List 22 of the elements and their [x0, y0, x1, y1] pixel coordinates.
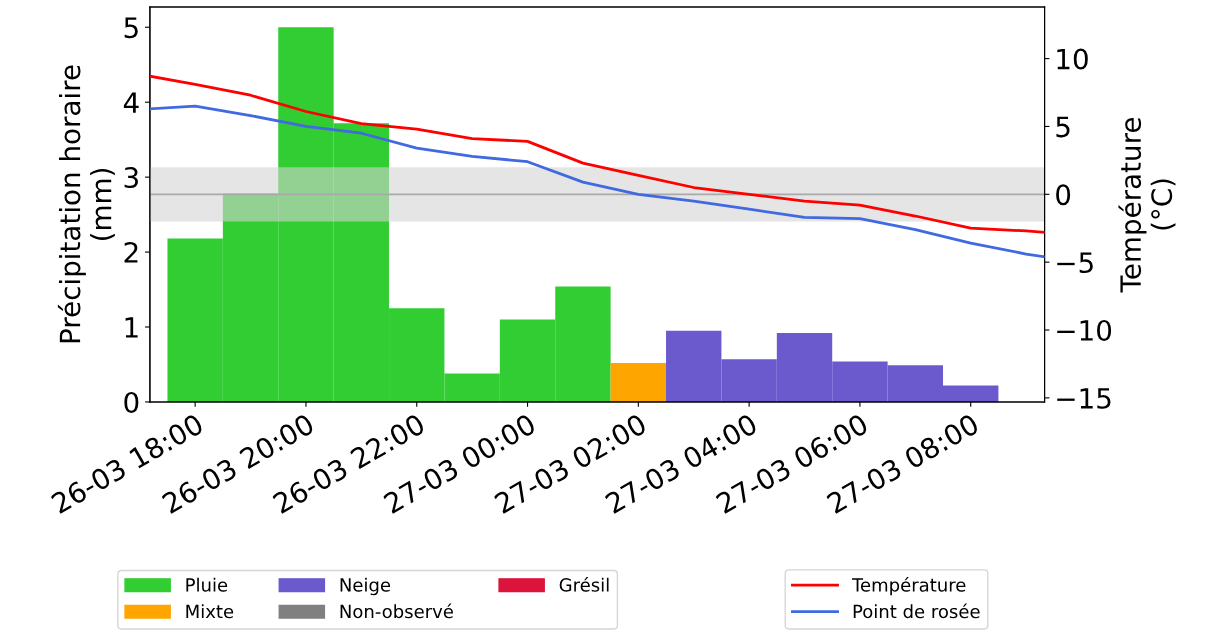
y-tick-label: 4: [123, 92, 139, 113]
y2-tick-label: 5: [1056, 116, 1070, 138]
bar: [610, 362, 667, 402]
legend-label: Neige: [340, 577, 391, 596]
legend-label: Température: [851, 577, 966, 596]
legend-label: Point de rosée: [853, 603, 980, 619]
y-tick-label: 5: [124, 17, 138, 39]
y2-tick-label: 0: [1056, 184, 1071, 206]
y-tick-label: 0: [124, 391, 139, 413]
y2-tick-label: −10: [1057, 319, 1112, 341]
y2-tick-label: 10: [1057, 48, 1088, 70]
y-tick-label: 2: [124, 242, 138, 263]
legend-label: Pluie: [186, 577, 228, 592]
legend-label: Non-observé: [340, 603, 453, 619]
y2-tick-label: −15: [1057, 388, 1111, 409]
legend-label: Grésil: [559, 577, 609, 592]
y-axis-title: Précipitation horaire (mm): [57, 65, 115, 343]
legend-label: Mixte: [186, 604, 234, 619]
y2-axis-title: Température (°C): [1118, 117, 1176, 293]
y-tick-label: 3: [124, 167, 138, 189]
y-tick-label: 1: [125, 317, 138, 338]
y2-tick-label: −5: [1057, 252, 1093, 274]
